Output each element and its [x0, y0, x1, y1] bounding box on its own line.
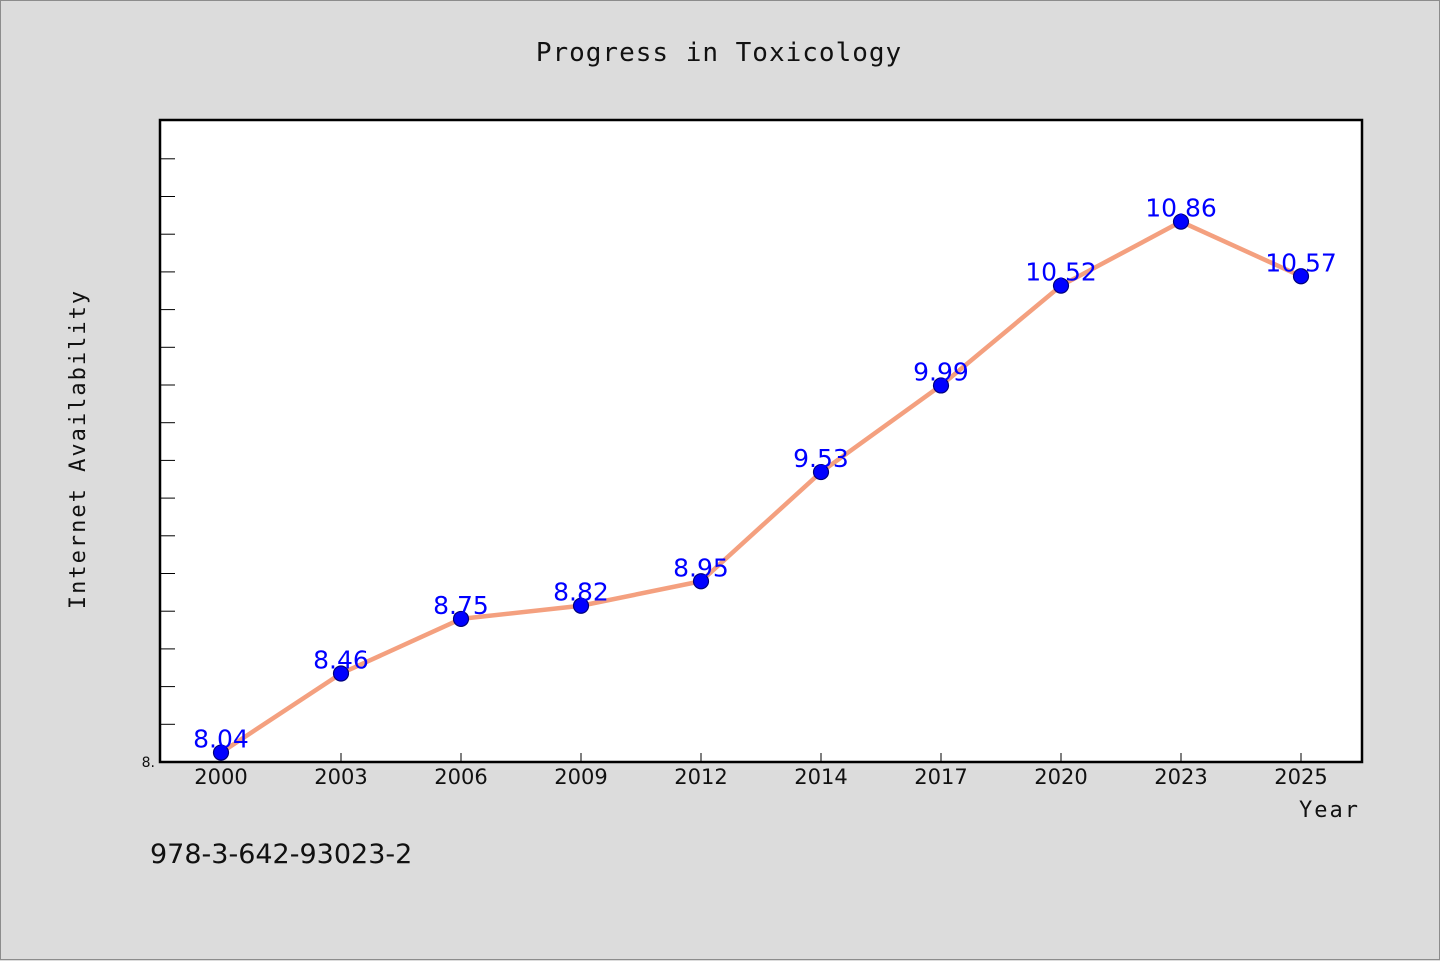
- x-tick-label: 2000: [194, 765, 247, 789]
- y-axis-ticks: [160, 158, 175, 725]
- data-point: [212, 744, 230, 761]
- data-point: [1052, 277, 1070, 294]
- series-line: [218, 219, 1304, 755]
- data-label: 9.53: [793, 444, 849, 473]
- x-tick-label: 2014: [794, 765, 847, 789]
- data-point: [572, 597, 590, 614]
- data-label: 9.99: [913, 357, 969, 386]
- x-tick-label: 2006: [434, 765, 487, 789]
- data-label: 8.75: [433, 591, 489, 620]
- data-label: 10.57: [1265, 248, 1337, 277]
- chart-title: Progress in Toxicology: [536, 38, 902, 68]
- x-tick-label: 2020: [1034, 765, 1087, 789]
- data-label: 10.86: [1145, 194, 1217, 223]
- plot-area: [158, 118, 1364, 764]
- y-axis-label: Internet Availability: [66, 289, 91, 609]
- data-series: [212, 213, 1310, 761]
- data-label: 10.52: [1025, 258, 1097, 287]
- y-tick-label: 8.: [142, 755, 155, 771]
- data-point: [332, 665, 350, 682]
- x-tick-label: 2012: [674, 765, 727, 789]
- data-label: 8.95: [673, 553, 729, 582]
- x-axis-ticks: 2000 2003 2006 2009 2012 2014 2017 2020 2023 2025: [194, 753, 1328, 789]
- data-point: [812, 463, 830, 481]
- data-label: 8.04: [193, 725, 249, 754]
- data-label: 8.82: [553, 578, 609, 607]
- data-label: 8.46: [313, 646, 369, 675]
- data-point: [932, 377, 950, 394]
- data-point: [1172, 213, 1190, 230]
- x-tick-label: 2003: [314, 765, 367, 789]
- x-tick-label: 2009: [554, 765, 607, 789]
- data-point: [692, 573, 710, 590]
- x-axis-label: Year: [1299, 798, 1360, 823]
- data-point: [452, 610, 470, 628]
- data-labels: 8.04 8.46 8.75 8.82 8.95 9.53 9.99 10.52 10.86 10…: [193, 194, 1337, 754]
- isbn-footer: 978-3-642-93023-2: [150, 839, 412, 870]
- x-tick-label: 2023: [1154, 765, 1207, 789]
- data-point: [1292, 268, 1310, 285]
- x-tick-label: 2025: [1274, 765, 1327, 789]
- x-tick-label: 2017: [914, 765, 967, 789]
